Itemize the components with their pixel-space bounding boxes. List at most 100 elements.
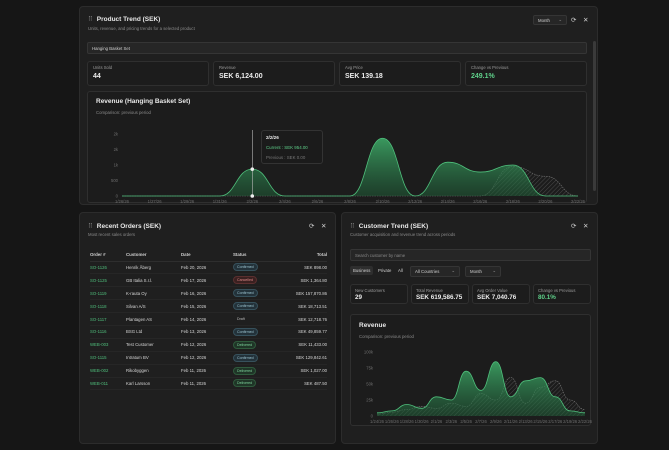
order-id[interactable]: SO-1117 [90, 312, 126, 326]
order-id[interactable]: SO-1118 [90, 299, 126, 314]
order-id[interactable]: SO-1119 [90, 286, 126, 301]
series-current-line [121, 137, 578, 197]
table-row[interactable]: WEB-002 Rikobyggen Feb 11, 2026 Delivered SE… [90, 364, 327, 378]
order-date: Feb 11, 2026 [181, 364, 233, 378]
drag-handle-icon[interactable]: ⠿ [88, 223, 93, 230]
order-total: SEK 11,433.00 [277, 338, 327, 352]
order-customer: Rikobyggen [126, 364, 181, 378]
order-status-cell: Confirmed [233, 351, 277, 365]
order-total: SEK 129,842.61 [277, 351, 327, 365]
table-row[interactable]: SO-1126 Henrik Åberg Feb 20, 2026 Confirmed… [90, 261, 327, 275]
x-tick-label: 2/16/26 [473, 199, 488, 204]
x-tick-label: 1/26/26 [115, 199, 130, 204]
status-badge: Confirmed [233, 327, 258, 336]
recent-orders-title: ⠿ Recent Orders (SEK) [88, 222, 161, 230]
x-tick-label: 2/5/26 [460, 419, 472, 424]
recent-orders-panel: ⠿ Recent Orders (SEK) Most recent sales o… [79, 212, 336, 444]
stat-label: Change vs Previous [538, 288, 576, 293]
x-tick-label: 2/8/26 [344, 199, 356, 204]
order-id[interactable]: SO-1115 [90, 351, 126, 365]
refresh-icon[interactable]: ⟳ [571, 223, 577, 230]
y-tick-label: 1k [114, 163, 119, 168]
order-customer: BSG Ltd [126, 325, 181, 339]
product-select[interactable]: Hanging Basket Set [87, 42, 587, 54]
y-tick-label: 25k [366, 398, 374, 403]
order-total: SEK 49,859.77 [277, 325, 327, 339]
order-id[interactable]: SO-1116 [90, 325, 126, 339]
segment-all[interactable]: All [398, 268, 403, 273]
stat-label: Revenue [219, 65, 236, 70]
y-tick-label: 0 [116, 194, 119, 199]
scrollbar[interactable] [593, 41, 596, 191]
refresh-icon[interactable]: ⟳ [571, 17, 577, 24]
table-row[interactable]: SO-1125 GB Italia S.r.l. Feb 17, 2026 Cance… [90, 273, 327, 288]
x-tick-label: 1/29/26 [180, 199, 195, 204]
stat-label: Avg Order Value [477, 288, 508, 293]
segment-private[interactable]: Private [378, 268, 392, 273]
x-tick-label: 2/6/26 [312, 199, 324, 204]
close-icon[interactable]: ✕ [321, 223, 327, 230]
order-status-cell: Confirmed [233, 299, 277, 314]
chevron-down-icon: ⌄ [558, 17, 562, 22]
table-row[interactable]: WEB-011 Karl Larsson Feb 11, 2026 Delivered… [90, 377, 327, 391]
order-total: SEK 898.00 [277, 261, 327, 275]
status-badge: Delivered [233, 340, 257, 349]
order-customer: Plantagen AS [126, 312, 181, 326]
chevron-down-icon: ⌄ [451, 268, 455, 273]
customer-search-input[interactable]: Search customer by name [350, 249, 591, 261]
country-select[interactable]: All Countries ⌄ [410, 266, 460, 277]
stat-change: Change vs Previous 249.1% [465, 61, 587, 86]
search-placeholder: Search customer by name [355, 253, 406, 258]
x-tick-label: 2/12/26 [408, 199, 423, 204]
order-date: Feb 12, 2026 [181, 351, 233, 365]
x-tick-label: 2/7/26 [475, 419, 487, 424]
drag-handle-icon[interactable]: ⠿ [350, 223, 355, 230]
period-select[interactable]: Month ⌄ [533, 15, 567, 25]
drag-handle-icon[interactable]: ⠿ [88, 16, 93, 23]
customer-type-segment: Business Private All [350, 266, 410, 277]
y-tick-label: 75k [366, 366, 374, 371]
table-row[interactable]: SO-1116 BSG Ltd Feb 13, 2026 Confirmed SEK 4… [90, 325, 327, 339]
table-row[interactable]: SO-1118 Silvan A/S Feb 15, 2026 Confirmed SE… [90, 299, 327, 314]
refresh-icon[interactable]: ⟳ [309, 223, 315, 230]
segment-business[interactable]: Business [350, 266, 374, 275]
stat-revenue: Revenue SEK 6,124.00 [213, 61, 335, 86]
close-icon[interactable]: ✕ [583, 223, 589, 230]
product-trend-title: ⠿ Product Trend (SEK) [88, 15, 160, 23]
customer-trend-subtitle: Customer acquisition and revenue trend a… [350, 232, 456, 237]
customer-chart-title: Revenue [359, 322, 387, 329]
order-id[interactable]: WEB-011 [90, 377, 126, 391]
series-current-area [122, 138, 578, 196]
x-tick-label: 2/11/26 [504, 419, 518, 424]
order-id[interactable]: WEB-002 [90, 364, 126, 378]
customer-period-value: Month [470, 269, 482, 274]
x-tick-label: 2/17/26 [548, 419, 563, 424]
product-revenue-chart-box: Revenue (Hanging Basket Set) Comparison:… [87, 91, 587, 204]
table-row[interactable]: WEB-003 Test Customer Feb 12, 2026 Delivere… [90, 338, 327, 352]
order-date: Feb 14, 2026 [181, 312, 233, 326]
x-tick-label: 2/22/26 [571, 199, 586, 204]
y-tick-label: 50k [366, 382, 374, 387]
status-badge: Cancelled [233, 276, 257, 285]
order-total: SEK 12,718.76 [277, 312, 327, 326]
order-total: SEK 18,713.51 [277, 299, 327, 314]
order-total: SEK 157,870.86 [277, 286, 327, 301]
customer-trend-panel: ⠿ Customer Trend (SEK) Customer acquisiti… [341, 212, 598, 444]
x-tick-label: 2/22/26 [578, 419, 592, 424]
stat-label: Avg Price [345, 65, 363, 70]
product-trend-panel: ⠿ Product Trend (SEK) Units, revenue, and… [79, 6, 598, 205]
recent-orders-title-text: Recent Orders (SEK) [96, 223, 162, 230]
table-row[interactable]: SO-1115 Intratum BV Feb 12, 2026 Confirmed S… [90, 351, 327, 365]
order-customer: K-rauta Oy [126, 286, 181, 301]
product-revenue-chart: 2k 2k 1k 500 01/26/26 1/27/26 1/29/26 1/31/26 2/… [111, 130, 586, 204]
order-id[interactable]: SO-1125 [90, 273, 126, 288]
order-customer: Intratum BV [126, 351, 181, 365]
table-row[interactable]: SO-1117 Plantagen AS Feb 14, 2026 Draft SEK … [90, 312, 327, 326]
customer-period-select[interactable]: Month ⌄ [465, 266, 501, 277]
order-id[interactable]: WEB-003 [90, 338, 126, 352]
table-row[interactable]: SO-1119 K-rauta Oy Feb 16, 2026 Confirmed SE… [90, 286, 327, 301]
x-tick-label: 2/10/26 [376, 199, 391, 204]
order-id[interactable]: SO-1126 [90, 261, 126, 275]
close-icon[interactable]: ✕ [583, 17, 589, 24]
stat-value: 249.1% [471, 73, 495, 80]
